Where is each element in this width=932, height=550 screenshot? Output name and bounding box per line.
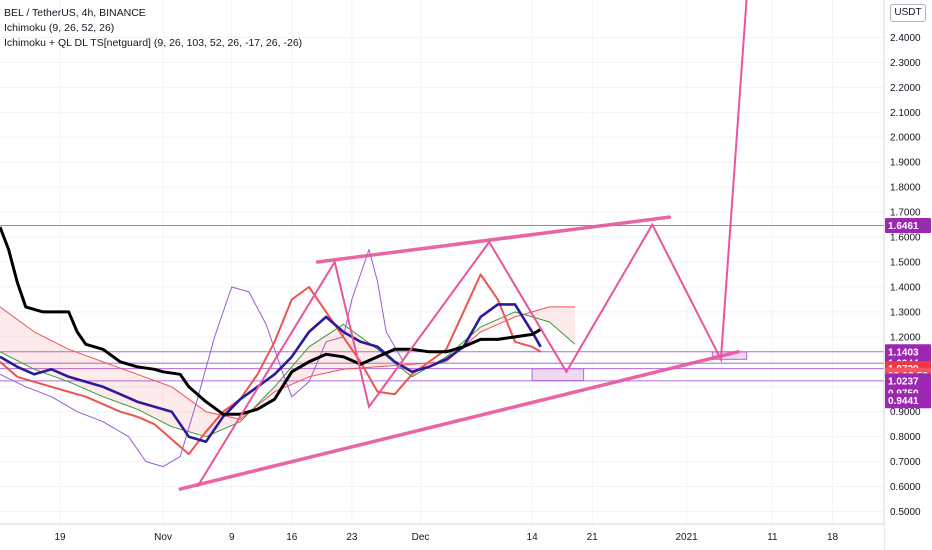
price-tag-label: 1.6461 (888, 221, 919, 232)
price-tag-label: 1.1403 (888, 347, 919, 358)
price-tag-label: 1.0237 (888, 376, 919, 387)
x-tick-label: 21 (587, 532, 599, 543)
x-tick-label: 23 (346, 532, 358, 543)
indicator-ichimoku[interactable]: Ichimoku (9, 26, 52, 26) (4, 22, 115, 34)
grid-lines (0, 0, 884, 524)
price-tag (885, 344, 931, 360)
y-tick-label: 1.5000 (890, 258, 921, 269)
lagging-span (0, 249, 404, 468)
y-tick-label: 2.4000 (890, 33, 921, 44)
price-tag (885, 373, 931, 389)
horizontal-levels (0, 225, 884, 382)
pattern-drawing (178, 0, 748, 491)
x-tick-label: 19 (55, 532, 67, 543)
x-tick-label: 11 (767, 532, 778, 543)
target-box (531, 368, 585, 382)
price-axis-bg (884, 0, 932, 550)
y-tick-label: 2.0000 (890, 133, 921, 144)
indicator-series (0, 226, 576, 468)
price-tags: 1.64611.14031.09441.072903:12:531.02370.… (885, 218, 931, 409)
x-tick-label: Dec (412, 532, 430, 543)
y-tick-label: 1.6000 (890, 233, 921, 244)
price-tag (885, 393, 931, 409)
time-axis[interactable]: 19 Nov 9 16 23 Dec 14 21 2021 11 18 (0, 523, 884, 550)
kijun-line (0, 303, 542, 443)
chart-legend: BEL / TetherUS, 4h, BINANCE Ichimoku (9,… (4, 6, 302, 51)
y-tick-label: 2.2000 (890, 83, 921, 94)
y-tick-label: 1.3000 (890, 307, 921, 318)
channel-lower-line (178, 350, 740, 491)
x-tick-label: 16 (286, 532, 298, 543)
cloud-span-a (0, 311, 576, 438)
symbol-title[interactable]: BEL / TetherUS, 4h, BINANCE (4, 7, 146, 19)
x-tick-label: 18 (827, 532, 839, 543)
base-line (0, 226, 542, 416)
cloud-span-b (0, 306, 575, 420)
y-tick-label: 2.3000 (890, 58, 921, 69)
y-tick-label: 2.1000 (890, 108, 921, 119)
y-tick-label: 0.9000 (890, 407, 921, 418)
zigzag-projection (196, 0, 748, 488)
y-tick-label: 1.7000 (890, 208, 921, 219)
y-tick-label: 1.9000 (890, 158, 921, 169)
currency-badge[interactable]: USDT (890, 4, 926, 22)
y-tick-label: 1.2000 (890, 332, 921, 343)
y-tick-label: 1.8000 (890, 183, 921, 194)
price-tag (885, 218, 931, 234)
price-tag-label: 0.9441 (888, 396, 919, 407)
y-tick-label: 0.6000 (890, 482, 921, 493)
x-tick-label: 2021 (675, 532, 698, 543)
channel-upper-line (315, 215, 672, 264)
x-tick-label: Nov (154, 532, 172, 543)
time-axis-bg (0, 524, 884, 550)
y-tick-label: 0.8000 (890, 432, 921, 443)
price-axis[interactable]: 2.4000 2.3000 2.2000 2.1000 2.0000 1.9000 1.80… (883, 0, 932, 550)
x-tick-label: 14 (527, 532, 539, 543)
y-tick-label: 0.7000 (890, 457, 921, 468)
x-tick-label: 9 (229, 532, 235, 543)
y-tick-label: 0.5000 (890, 507, 921, 518)
indicator-ichimoku-ql[interactable]: Ichimoku + QL DL TS[netguard] (9, 26, 10… (4, 37, 303, 49)
y-tick-label: 1.4000 (890, 282, 921, 293)
tenkan-line (0, 273, 542, 456)
